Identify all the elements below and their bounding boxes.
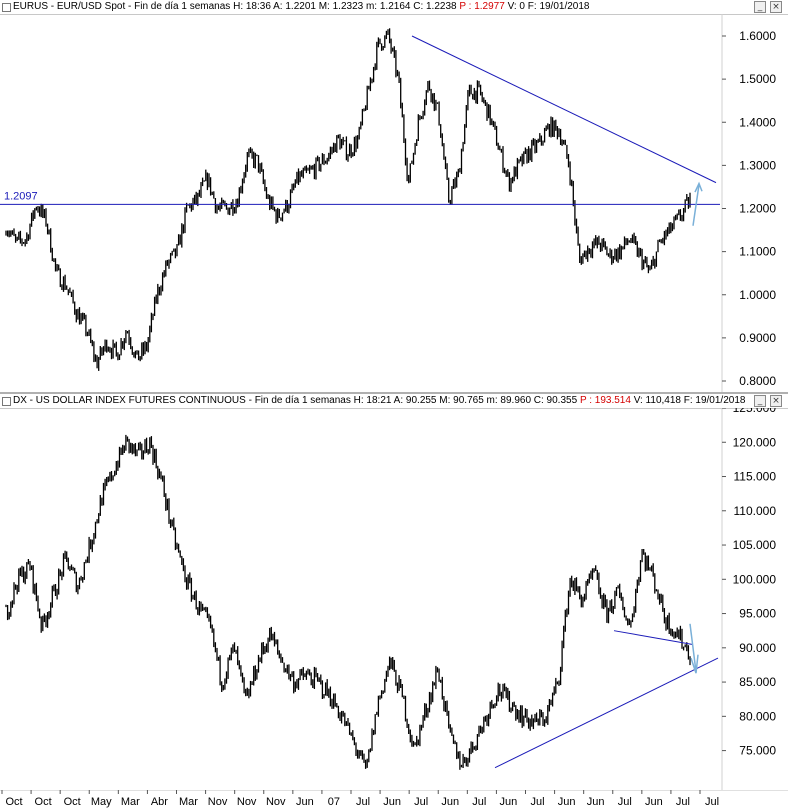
y-tick-label: 1.3000 [739,158,776,172]
x-tick-label: Mar [121,796,140,808]
x-tick-label: 07 [328,796,340,808]
y-tick-label: 0.9000 [739,331,776,345]
price-series [5,28,691,371]
header-tail: V: 0 F: 19/01/2018 [507,1,590,12]
symbol-label: EURUS - EUR/USD Spot [13,1,126,12]
x-tick-label: Oct [5,796,22,808]
close-button[interactable]: × [770,395,782,407]
x-tick-label: Jul [618,796,632,808]
ohlc-stats: H: 18:21 A: 90.255 M: 90.765 m: 89.960 C… [353,395,578,406]
forecast-arrow-head [690,654,699,674]
x-tick-label: Nov [208,796,228,808]
y-tick-label: 85.000 [739,675,776,689]
y-tick-label: 1.6000 [739,29,776,43]
forecast-arrow [689,623,697,672]
eurusd-header-text: EURUS - EUR/USD Spot - Fin de día 1 sema… [13,1,590,12]
level-line-label: 1.2097 [4,190,38,202]
y-tick-label: 95.000 [739,607,776,621]
dx-chart[interactable]: 125.000 120.000 115.000 110.000 105.000 100.0… [0,408,788,790]
x-tick-label: Jun [645,796,663,808]
x-tick-label: Jun [500,796,518,808]
ohlc-stats: H: 18:36 A: 1.2201 M: 1.2323 m: 1.2164 C… [233,1,457,12]
x-tick-label: Jul [676,796,690,808]
forecast-arrow-head [694,181,703,193]
close-button[interactable]: × [770,1,782,13]
p-value: P : 193.514 [579,395,631,406]
y-tick-label: 1.2000 [739,202,776,216]
y-tick-label: 110.000 [734,504,777,518]
interval-label: Fin de día 1 semanas [254,395,351,406]
y-tick-label: 120.000 [733,435,777,449]
y-tick-label: 115.000 [734,470,777,484]
x-tick-label: Nov [237,796,257,808]
panel-menu-box[interactable] [2,397,11,406]
x-tick-label: May [91,796,112,808]
y-tick-label: 0.8000 [739,374,776,388]
eurusd-panel: EURUS - EUR/USD Spot - Fin de día 1 sema… [0,0,788,392]
y-tick-label: 75.000 [739,744,776,758]
x-tick-label: Jul [530,796,544,808]
x-tick-label: Jun [587,796,605,808]
y-tick-label: 1.1000 [739,245,776,259]
x-tick-label: Oct [35,796,52,808]
x-tick-label: Jun [383,796,401,808]
dx-header-text: DX - US DOLLAR INDEX FUTURES CONTINUOUS … [13,395,746,406]
y-tick-label: 90.000 [739,641,776,655]
y-tick-label: 1.0000 [739,288,776,302]
y-tick-label: 1.4000 [739,115,776,129]
dx-panel: DX - US DOLLAR INDEX FUTURES CONTINUOUS … [0,394,788,790]
price-series [5,434,691,770]
y-tick-label: 105.000 [733,538,777,552]
time-axis: Oct Oct Oct May Mar Abr Mar Nov Nov Nov Jun 07 Jul Ju… [0,790,788,808]
symbol-label: DX - US DOLLAR INDEX FUTURES CONTINUOUS [13,395,246,406]
y-tick-label: 1.5000 [739,72,776,86]
p-value: P : 1.2977 [459,1,505,12]
x-tick-label: Abr [151,796,168,808]
panel-menu-box[interactable] [2,3,11,12]
x-tick-label: Jun [441,796,459,808]
x-tick-label: Jun [558,796,576,808]
x-tick-label: Jun [296,796,314,808]
x-tick-label: Jul [705,796,719,808]
x-tick-label: Jul [356,796,370,808]
resistance-trendline [613,630,693,645]
minimize-button[interactable]: _ [754,1,766,13]
panel-separator[interactable] [0,392,788,394]
support-trendline [494,657,719,769]
y-tick-label: 125.000 [733,408,777,415]
y-tick-label: 80.000 [739,709,776,723]
forecast-arrow [692,184,700,226]
x-tick-label: Mar [179,796,198,808]
x-tick-label: Jul [414,796,428,808]
y-tick-label: 100.000 [733,572,777,586]
minimize-button[interactable]: _ [754,395,766,407]
x-tick-label: Nov [266,796,286,808]
resistance-trendline [411,35,717,184]
x-tick-label: Jul [472,796,486,808]
header-tail: V: 110,418 F: 19/01/2018 [633,395,746,406]
eurusd-chart[interactable]: 1.6000 1.5000 1.4000 1.3000 1.2000 1.1000 1.00… [0,14,788,392]
eurusd-header: EURUS - EUR/USD Spot - Fin de día 1 sema… [0,0,788,15]
interval-label: Fin de día 1 semanas [134,1,231,12]
dx-header: DX - US DOLLAR INDEX FUTURES CONTINUOUS … [0,394,788,409]
x-tick-label: Oct [64,796,81,808]
